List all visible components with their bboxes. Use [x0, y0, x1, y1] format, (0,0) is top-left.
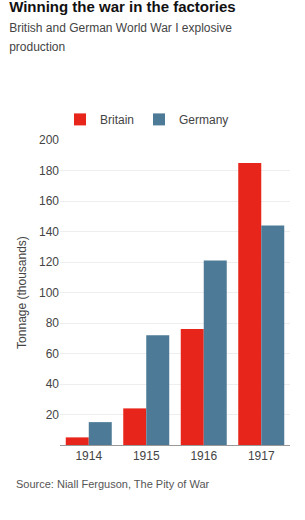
svg-text:Britain: Britain: [100, 113, 134, 127]
svg-text:1916: 1916: [190, 449, 217, 463]
svg-text:Germany: Germany: [179, 113, 228, 127]
svg-text:180: 180: [39, 164, 59, 178]
svg-text:60: 60: [46, 347, 60, 361]
svg-text:140: 140: [39, 225, 59, 239]
svg-text:1914: 1914: [75, 449, 102, 463]
svg-text:200: 200: [39, 133, 59, 147]
svg-text:1915: 1915: [133, 449, 160, 463]
svg-text:80: 80: [46, 316, 60, 330]
svg-text:120: 120: [39, 255, 59, 269]
svg-text:160: 160: [39, 194, 59, 208]
svg-text:Tonnage (thousands): Tonnage (thousands): [15, 236, 29, 349]
svg-text:Winning the war in the factori: Winning the war in the factoriesBritish …: [9, 0, 236, 54]
svg-text:20: 20: [46, 408, 60, 422]
svg-text:100: 100: [39, 286, 59, 300]
svg-text:Source: Niall Ferguson, The Pi: Source: Niall Ferguson, The Pity of War: [16, 478, 210, 490]
svg-text:40: 40: [46, 377, 60, 391]
svg-text:1917: 1917: [248, 449, 275, 463]
